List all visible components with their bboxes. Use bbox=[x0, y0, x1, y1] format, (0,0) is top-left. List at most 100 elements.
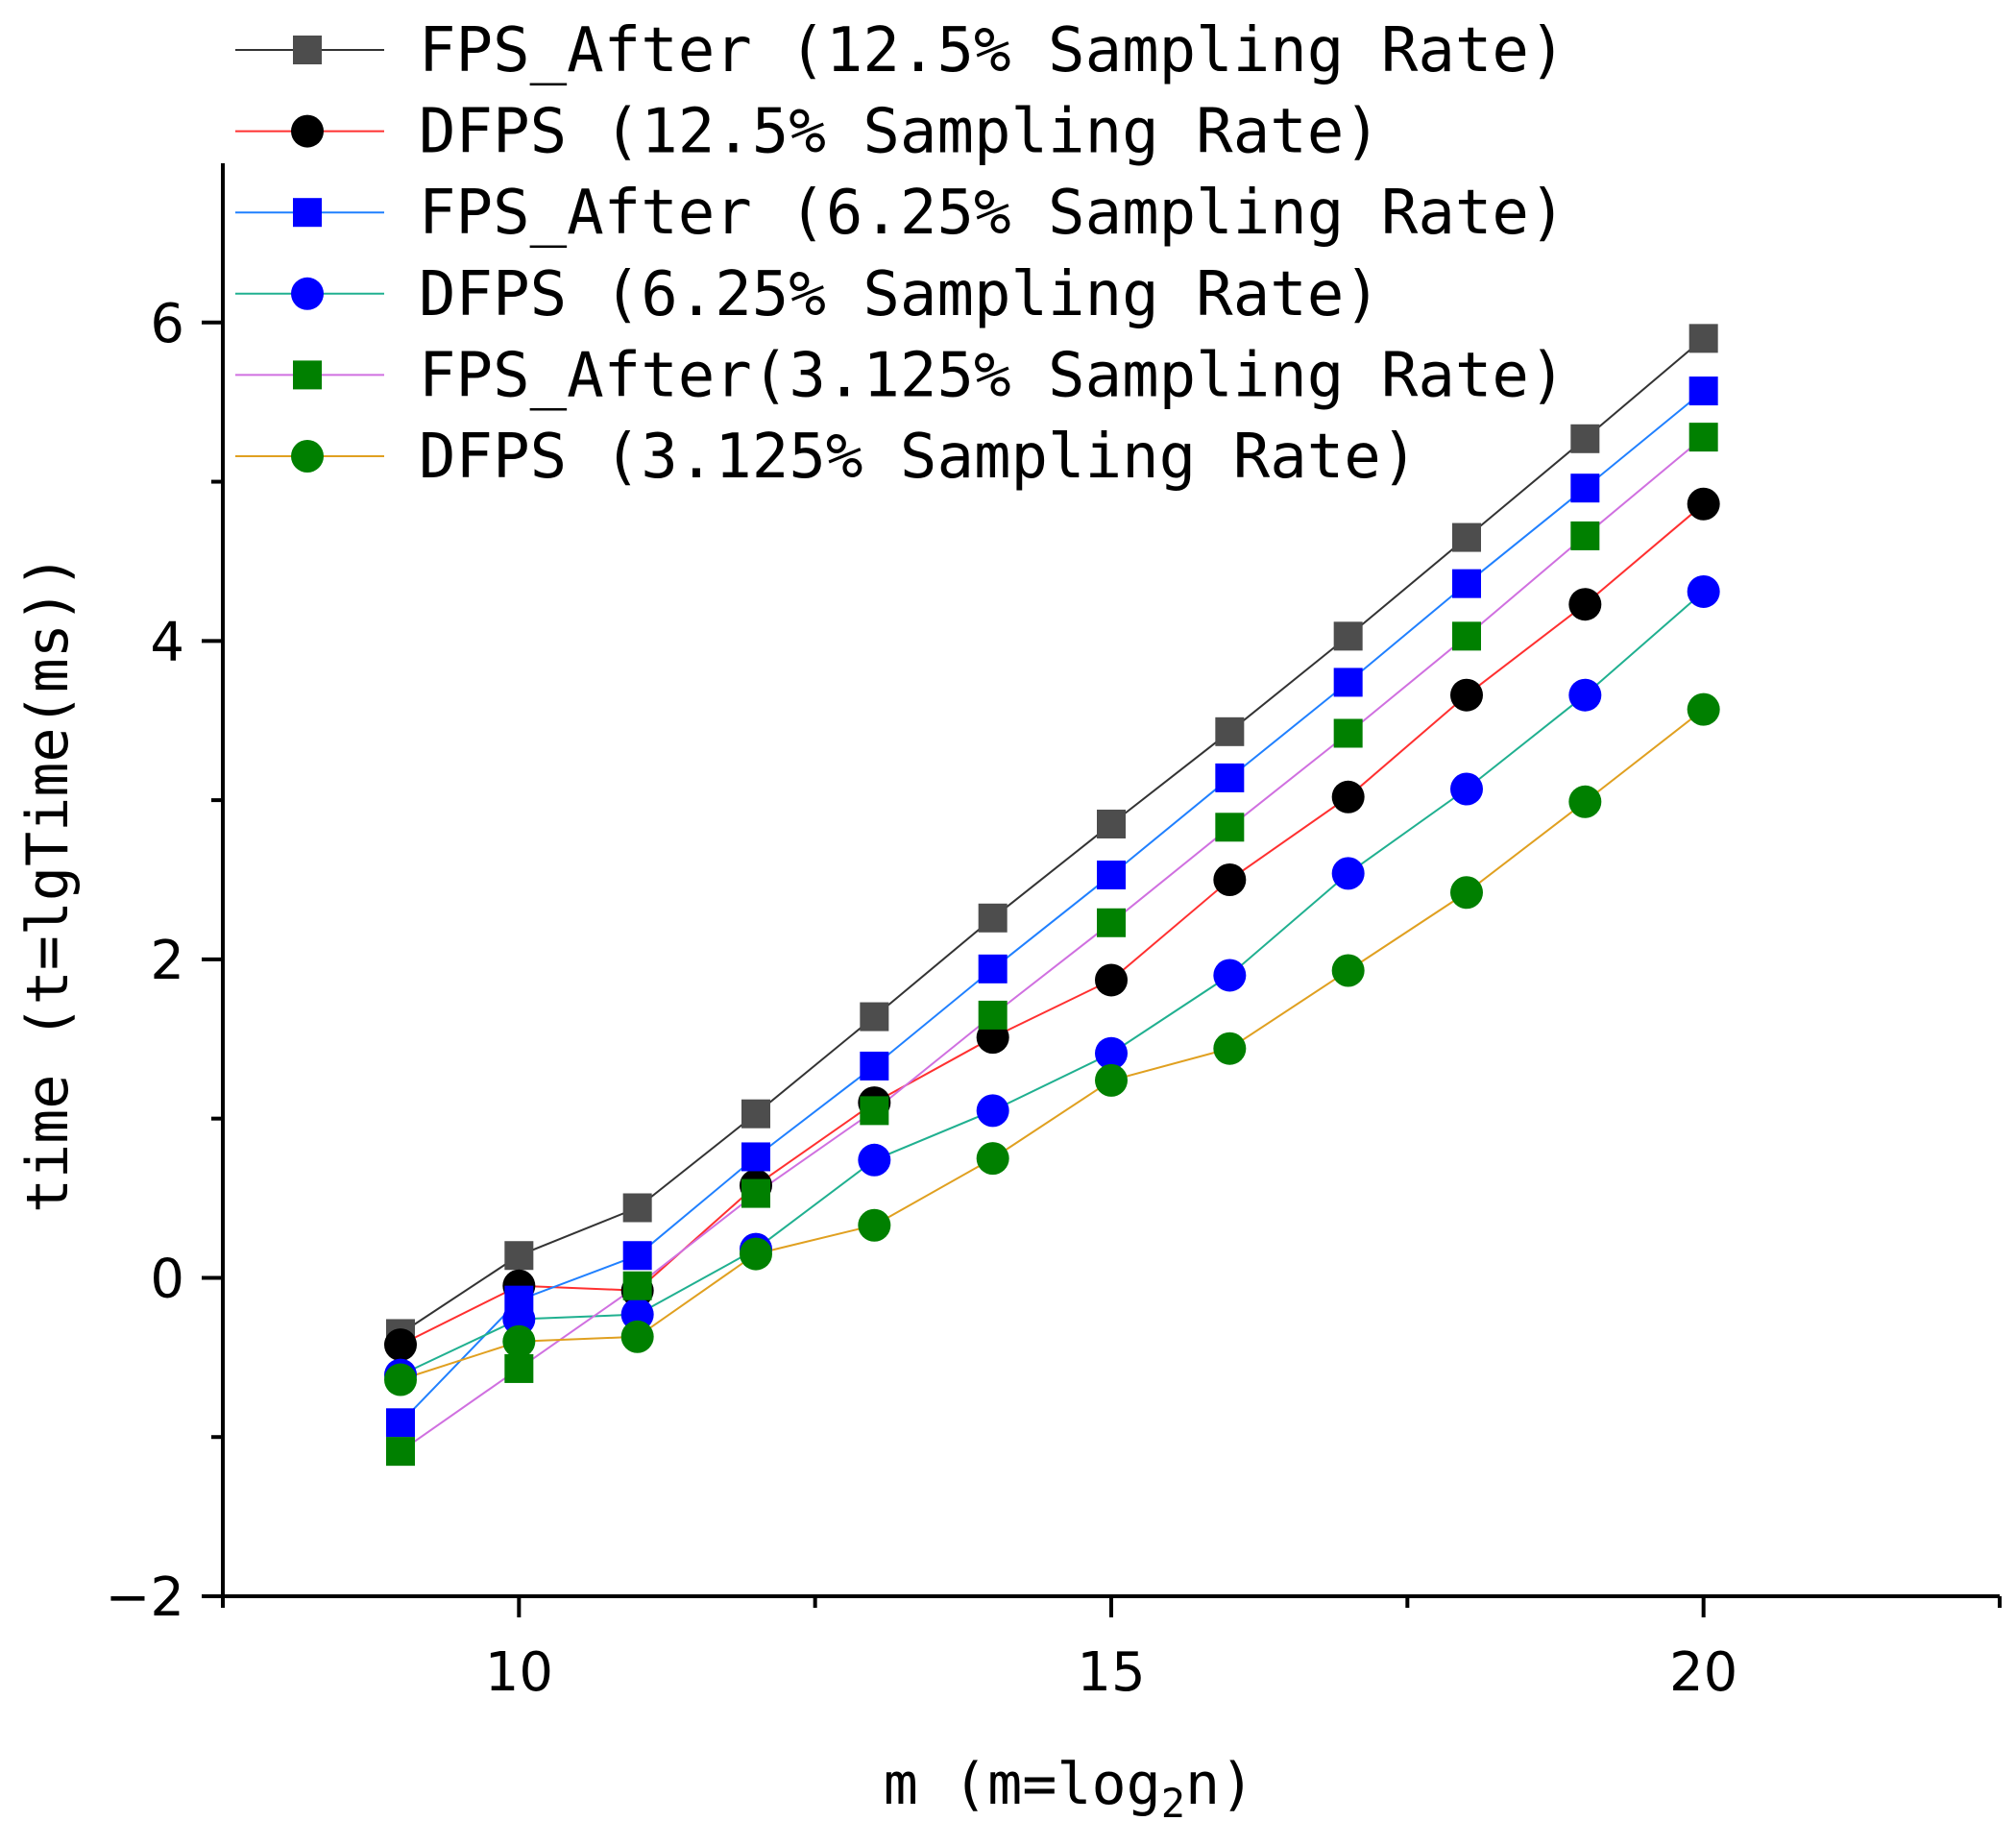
y-tick-label: 0 bbox=[150, 1248, 184, 1310]
data-point-s1 bbox=[860, 1002, 889, 1032]
data-point-s5 bbox=[1452, 621, 1481, 651]
legend-marker bbox=[293, 360, 322, 390]
data-point-s5 bbox=[386, 1437, 415, 1467]
legend-marker bbox=[291, 277, 324, 310]
data-point-s5 bbox=[1570, 521, 1600, 550]
legend-label: DFPS (3.125% Sampling Rate) bbox=[419, 422, 1418, 493]
series-line-2 bbox=[400, 503, 1705, 1346]
data-point-s5 bbox=[1097, 908, 1126, 937]
legend-item-4: DFPS (6.25% Sampling Rate) bbox=[235, 259, 1381, 330]
legend-label: DFPS (6.25% Sampling Rate) bbox=[419, 259, 1381, 330]
x-tick-label: 20 bbox=[1669, 1641, 1737, 1704]
data-point-s3 bbox=[1215, 763, 1245, 792]
data-point-s1 bbox=[1570, 424, 1600, 453]
data-point-s3 bbox=[1688, 376, 1718, 406]
data-point-s2 bbox=[1095, 963, 1128, 997]
legend-label: FPS_After(3.125% Sampling Rate) bbox=[419, 340, 1566, 411]
data-point-s4 bbox=[976, 1094, 1009, 1128]
data-point-s6 bbox=[858, 1208, 891, 1242]
data-point-s1 bbox=[1215, 716, 1245, 746]
data-point-s6 bbox=[1450, 876, 1483, 910]
legend-marker bbox=[291, 440, 324, 473]
data-point-s5 bbox=[741, 1178, 770, 1208]
data-point-s3 bbox=[622, 1241, 652, 1271]
legend-item-2: DFPS (12.5% Sampling Rate) bbox=[235, 97, 1381, 168]
series-line-4 bbox=[400, 591, 1705, 1376]
y-tick-label: 4 bbox=[150, 611, 184, 673]
data-point-s5 bbox=[504, 1353, 534, 1383]
data-point-s1 bbox=[1333, 621, 1363, 651]
data-point-s1 bbox=[1097, 809, 1126, 838]
data-point-s3 bbox=[860, 1051, 889, 1080]
legend-item-3: FPS_After (6.25% Sampling Rate) bbox=[235, 178, 1566, 249]
data-point-s3 bbox=[1570, 473, 1600, 503]
axes bbox=[202, 163, 2002, 1617]
x-axis-title-tail: n) bbox=[1185, 1751, 1254, 1818]
series-line-5 bbox=[400, 436, 1705, 1452]
data-point-s4 bbox=[1568, 678, 1602, 712]
data-point-s4 bbox=[858, 1143, 891, 1177]
data-point-s5 bbox=[860, 1096, 889, 1126]
y-axis-title: time (t=lgTime(ms)) bbox=[14, 554, 82, 1213]
legend-marker bbox=[291, 114, 324, 148]
data-point-s3 bbox=[1452, 569, 1481, 598]
data-point-s6 bbox=[1568, 785, 1602, 818]
legend-label: FPS_After (6.25% Sampling Rate) bbox=[419, 178, 1566, 249]
y-tick-label: −2 bbox=[105, 1566, 184, 1629]
data-point-s2 bbox=[1213, 863, 1247, 896]
series-markers bbox=[384, 324, 1720, 1467]
data-point-s6 bbox=[384, 1363, 417, 1396]
series-line-6 bbox=[400, 708, 1705, 1381]
data-point-s3 bbox=[386, 1408, 415, 1438]
data-point-s3 bbox=[741, 1142, 770, 1172]
data-point-s6 bbox=[1331, 954, 1365, 987]
data-point-s5 bbox=[978, 1000, 1008, 1030]
data-point-s3 bbox=[1097, 861, 1126, 890]
legend-label: DFPS (12.5% Sampling Rate) bbox=[419, 97, 1381, 168]
data-point-s2 bbox=[384, 1328, 417, 1362]
data-point-s1 bbox=[1688, 324, 1718, 353]
series-line-3 bbox=[400, 390, 1705, 1423]
legend-item-5: FPS_After(3.125% Sampling Rate) bbox=[235, 340, 1566, 411]
legend-marker bbox=[293, 198, 322, 228]
data-point-s4 bbox=[1213, 959, 1247, 992]
y-tick-label: 6 bbox=[150, 293, 184, 355]
data-point-s1 bbox=[741, 1099, 770, 1129]
data-point-s1 bbox=[1452, 522, 1481, 552]
x-axis-title-subscript: 2 bbox=[1161, 1780, 1185, 1821]
legend-item-1: FPS_After (12.5% Sampling Rate) bbox=[235, 15, 1566, 86]
data-point-s6 bbox=[1687, 692, 1720, 726]
data-point-s6 bbox=[620, 1320, 654, 1353]
data-point-s6 bbox=[976, 1142, 1009, 1176]
y-tick-label: 2 bbox=[150, 930, 184, 992]
data-point-s6 bbox=[1213, 1032, 1247, 1065]
series-lines bbox=[400, 337, 1705, 1452]
x-axis-title: m (m=log2n) bbox=[884, 1751, 1255, 1821]
tick-labels: −2 0 2 4 6 10 15 20 bbox=[105, 293, 1737, 1704]
data-point-s1 bbox=[622, 1193, 652, 1223]
data-point-s2 bbox=[1331, 780, 1365, 813]
data-point-s2 bbox=[1568, 588, 1602, 621]
series-line-1 bbox=[400, 337, 1705, 1335]
data-point-s3 bbox=[978, 954, 1008, 983]
data-point-s5 bbox=[1688, 423, 1718, 452]
data-point-s1 bbox=[978, 903, 1008, 933]
data-point-s5 bbox=[622, 1271, 652, 1300]
data-point-s4 bbox=[1331, 857, 1365, 890]
data-point-s2 bbox=[1450, 678, 1483, 712]
data-point-s4 bbox=[1687, 574, 1720, 608]
data-point-s4 bbox=[1095, 1036, 1128, 1070]
x-axis-title-main: m (m=log bbox=[884, 1751, 1161, 1818]
data-point-s4 bbox=[1450, 772, 1483, 806]
legend: FPS_After (12.5% Sampling Rate) DFPS (12.… bbox=[235, 15, 1566, 493]
data-point-s6 bbox=[1095, 1063, 1128, 1097]
x-tick-label: 10 bbox=[485, 1641, 553, 1704]
data-point-s1 bbox=[504, 1241, 534, 1271]
data-point-s6 bbox=[740, 1237, 772, 1271]
legend-item-6: DFPS (3.125% Sampling Rate) bbox=[235, 422, 1418, 493]
data-point-s2 bbox=[1687, 487, 1720, 521]
legend-marker bbox=[293, 36, 322, 64]
data-point-s6 bbox=[502, 1324, 536, 1358]
data-point-s3 bbox=[1333, 668, 1363, 697]
